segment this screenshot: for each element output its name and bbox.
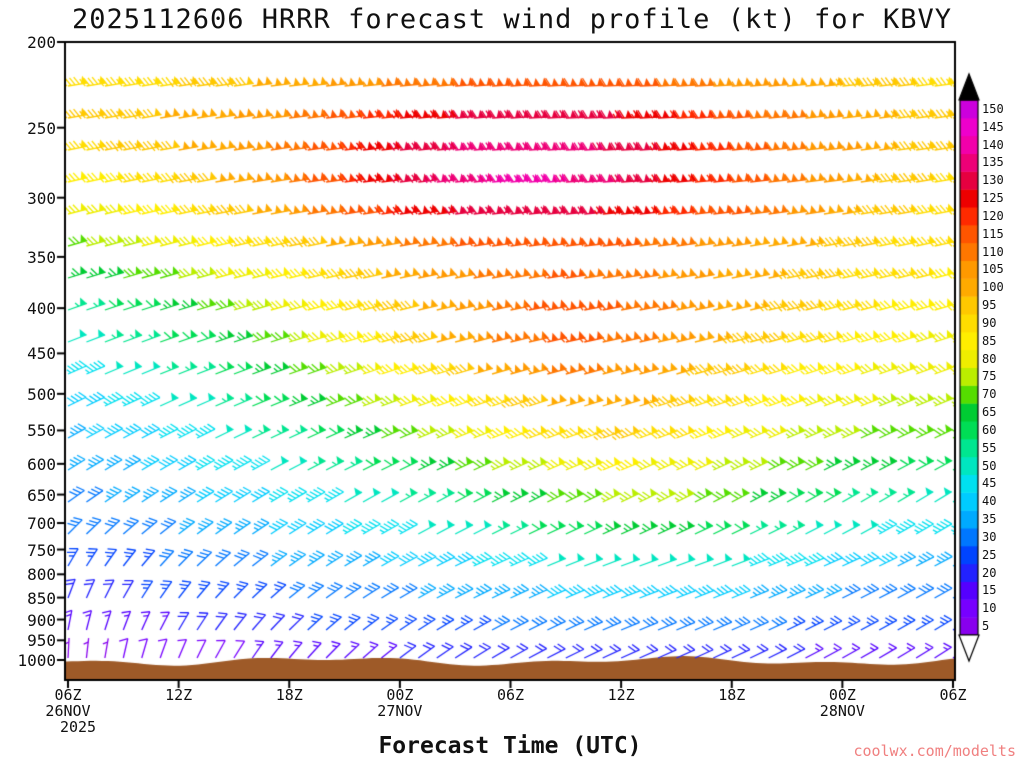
- colorbar-tick-label: 75: [982, 369, 997, 384]
- pressure-tick-label: 850: [27, 588, 56, 608]
- chart-title: 2025112606 HRRR forecast wind profile (k…: [71, 4, 953, 35]
- colorbar-tick-label: 110: [982, 244, 1004, 259]
- colorbar-tick-label: 95: [982, 298, 997, 313]
- colorbar-tick-label: 60: [982, 422, 997, 437]
- pressure-tick-label: 700: [27, 514, 56, 534]
- pressure-tick-label: 300: [27, 188, 56, 208]
- colorbar-tick-label: 100: [982, 280, 1004, 295]
- time-tick-label: 06Z: [939, 686, 967, 704]
- time-tick-label: 18Z: [718, 686, 746, 704]
- pressure-tick-label: 500: [27, 384, 56, 404]
- colorbar-tick-label: 150: [982, 101, 1004, 116]
- pressure-tick-label: 1000: [17, 651, 56, 670]
- date-label: 27NOV: [377, 702, 423, 720]
- pressure-tick-label: 600: [27, 454, 56, 474]
- colorbar-tick-label: 80: [982, 351, 997, 366]
- date-label: 28NOV: [819, 702, 865, 720]
- pressure-tick-label: 950: [27, 631, 56, 651]
- colorbar-tick-label: 55: [982, 440, 997, 455]
- pressure-tick-label: 650: [27, 485, 56, 505]
- colorbar-tick-label: 140: [982, 137, 1004, 152]
- year-label: 2025: [59, 718, 97, 736]
- time-tick-label: 00Z: [386, 686, 414, 704]
- time-tick-label: 12Z: [607, 686, 635, 704]
- x-axis-title: Forecast Time (UTC): [378, 733, 642, 759]
- colorbar-tick-label: 40: [982, 494, 997, 509]
- pressure-tick-label: 800: [27, 565, 56, 585]
- colorbar-tick-label: 25: [982, 547, 997, 562]
- colorbar-tick-label: 10: [982, 601, 997, 616]
- colorbar-tick-label: 90: [982, 315, 997, 330]
- colorbar-tick-label: 130: [982, 173, 1004, 188]
- colorbar-tick-label: 50: [982, 458, 997, 473]
- colorbar-tick-label: 15: [982, 583, 997, 598]
- pressure-tick-label: 200: [27, 33, 56, 52]
- colorbar-tick-label: 125: [982, 191, 1004, 206]
- colorbar-tick-label: 65: [982, 405, 997, 420]
- colorbar-tick-label: 105: [982, 262, 1004, 277]
- pressure-tick-label: 450: [27, 344, 56, 364]
- watermark-link[interactable]: coolwx.com/modelts: [853, 742, 1016, 760]
- time-tick-label: 12Z: [165, 686, 193, 704]
- time-tick-label: 00Z: [828, 686, 856, 704]
- pressure-tick-label: 550: [27, 421, 56, 441]
- time-tick-label: 18Z: [275, 686, 303, 704]
- colorbar-tick-label: 30: [982, 529, 997, 544]
- colorbar-tick-label: 115: [982, 226, 1004, 241]
- pressure-tick-label: 900: [27, 610, 56, 630]
- time-tick-label: 06Z: [496, 686, 525, 704]
- colorbar-tick-label: 5: [982, 619, 990, 634]
- colorbar-tick-label: 145: [982, 119, 1004, 134]
- colorbar-tick-label: 70: [982, 387, 997, 402]
- pressure-tick-label: 400: [27, 299, 56, 319]
- date-label: 26NOV: [45, 702, 91, 720]
- colorbar-tick-label: 45: [982, 476, 997, 491]
- pressure-tick-label: 350: [27, 247, 56, 267]
- time-tick-label: 06Z: [54, 686, 82, 704]
- colorbar-tick-label: 35: [982, 512, 997, 527]
- colorbar-tick-label: 135: [982, 155, 1004, 170]
- colorbar-tick-label: 85: [982, 333, 997, 348]
- colorbar-tick-label: 20: [982, 565, 997, 580]
- colorbar-tick-label: 120: [982, 208, 1004, 223]
- pressure-tick-label: 750: [27, 540, 56, 560]
- pressure-tick-label: 250: [27, 118, 56, 138]
